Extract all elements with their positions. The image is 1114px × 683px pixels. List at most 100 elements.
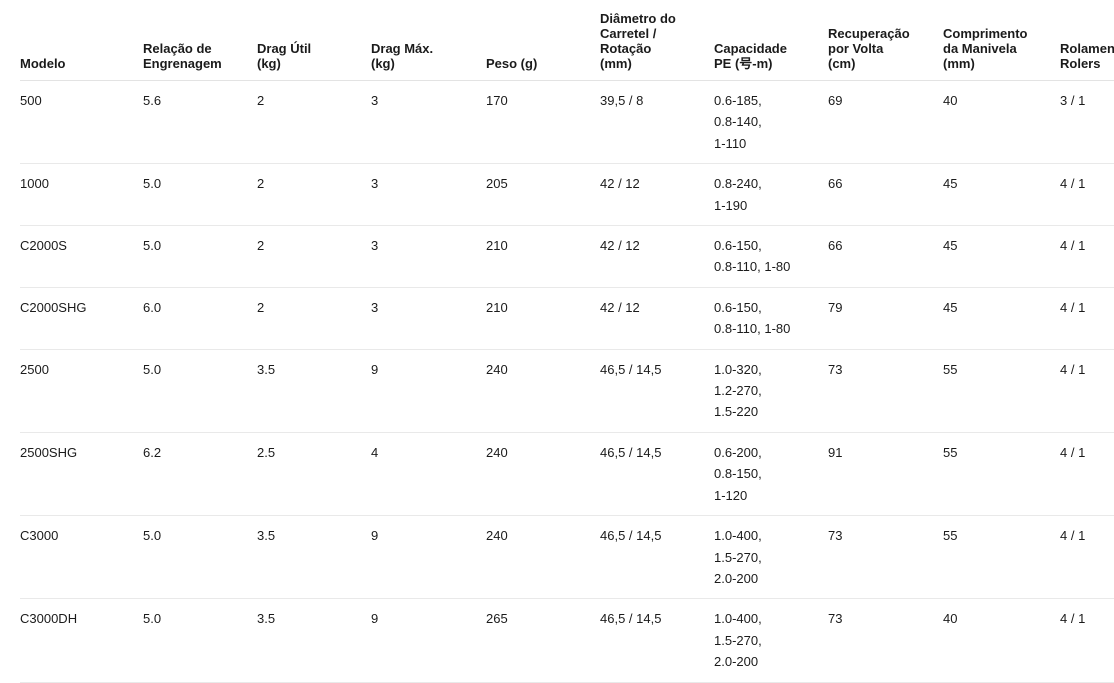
cell-capacidade-pe: 1.0-400, 1.5-270, 2.0-200 xyxy=(714,528,762,586)
cell-drag-util: 3.5 xyxy=(257,611,276,627)
cell-modelo: C3000 xyxy=(20,528,59,544)
cell-capacidade-pe: 0.6-150, 0.8-110, 1-80 xyxy=(714,299,791,337)
column-header-modelo: Modelo xyxy=(20,56,66,71)
column-header-rolamentos-rolers: Rolamentos Rolers xyxy=(1060,41,1114,71)
cell-modelo: 1000 xyxy=(20,176,49,192)
cell-relacao-engrenagem: 5.0 xyxy=(143,361,162,377)
cell-rolamentos-rolers: 4 / 1 xyxy=(1060,361,1086,377)
cell-recuperacao-por-volta: 69 xyxy=(828,93,843,108)
table-row: C3000 5.0 3.5 9 240 46,5 / 14,5 1.0-400, 1.5-2… xyxy=(20,516,1114,600)
cell-rolamentos-rolers: 4 / 1 xyxy=(1060,238,1086,254)
cell-rolamentos-rolers: 3 / 1 xyxy=(1060,93,1086,108)
cell-rolamentos-rolers: 4 / 1 xyxy=(1060,611,1086,627)
table-row: 1000 5.0 2 3 205 42 / 12 0.8-240, 1-190 66 45 4 /… xyxy=(20,164,1114,227)
cell-drag-max: 3 xyxy=(371,176,379,192)
cell-relacao-engrenagem: 5.0 xyxy=(143,528,162,544)
cell-comprimento-manivela: 40 xyxy=(943,611,958,627)
cell-diametro-carretel: 39,5 / 8 xyxy=(600,93,644,108)
cell-peso: 210 xyxy=(486,238,508,254)
cell-relacao-engrenagem: 5.0 xyxy=(143,611,162,627)
cell-peso: 240 xyxy=(486,528,508,544)
cell-diametro-carretel: 46,5 / 14,5 xyxy=(600,361,662,377)
cell-drag-util: 2 xyxy=(257,176,265,192)
cell-drag-max: 9 xyxy=(371,361,379,377)
cell-recuperacao-por-volta: 73 xyxy=(828,528,843,544)
cell-modelo: C3000DH xyxy=(20,611,78,627)
cell-relacao-engrenagem: 6.0 xyxy=(143,299,162,315)
cell-recuperacao-por-volta: 79 xyxy=(828,299,843,315)
cell-relacao-engrenagem: 5.0 xyxy=(143,238,162,254)
cell-diametro-carretel: 42 / 12 xyxy=(600,238,640,254)
cell-recuperacao-por-volta: 73 xyxy=(828,611,843,627)
cell-comprimento-manivela: 55 xyxy=(943,528,958,544)
cell-capacidade-pe: 0.6-200, 0.8-150, 1-120 xyxy=(714,444,762,503)
cell-drag-util: 3.5 xyxy=(257,361,276,377)
cell-peso: 205 xyxy=(486,176,508,192)
cell-diametro-carretel: 42 / 12 xyxy=(600,176,640,192)
cell-drag-max: 9 xyxy=(371,528,379,544)
cell-recuperacao-por-volta: 91 xyxy=(828,444,843,460)
column-header-peso: Peso (g) xyxy=(486,56,538,71)
cell-recuperacao-por-volta: 66 xyxy=(828,238,843,254)
column-header-relacao-engrenagem: Relação de Engrenagem xyxy=(143,41,222,71)
column-header-diametro-carretel: Diâmetro do Carretel / Rotação (mm) xyxy=(600,11,676,71)
cell-drag-util: 2.5 xyxy=(257,444,276,460)
column-header-recuperacao-por-volta: Recuperação por Volta (cm) xyxy=(828,26,910,71)
cell-comprimento-manivela: 55 xyxy=(943,361,958,377)
cell-comprimento-manivela: 55 xyxy=(943,444,958,460)
table-row: C3000DH 5.0 3.5 9 265 46,5 / 14,5 1.0-400, 1.5… xyxy=(20,599,1114,683)
table-header-row: Modelo Relação de Engrenagem Drag Útil (kg… xyxy=(20,0,1114,81)
cell-drag-max: 3 xyxy=(371,299,379,315)
cell-drag-max: 4 xyxy=(371,444,379,460)
cell-capacidade-pe: 0.6-150, 0.8-110, 1-80 xyxy=(714,238,791,275)
cell-relacao-engrenagem: 5.0 xyxy=(143,176,162,192)
cell-comprimento-manivela: 45 xyxy=(943,299,958,315)
cell-rolamentos-rolers: 4 / 1 xyxy=(1060,444,1086,460)
cell-drag-util: 2 xyxy=(257,238,265,254)
cell-capacidade-pe: 0.8-240, 1-190 xyxy=(714,176,762,213)
cell-relacao-engrenagem: 6.2 xyxy=(143,444,162,460)
cell-drag-max: 3 xyxy=(371,238,379,254)
table-body: 500 5.6 2 3 170 39,5 / 8 0.6-185, 0.8-140, 1-1… xyxy=(0,81,1114,683)
cell-drag-max: 9 xyxy=(371,611,379,627)
cell-capacidade-pe: 1.0-320, 1.2-270, 1.5-220 xyxy=(714,361,762,420)
table-row: 2500SHG 6.2 2.5 4 240 46,5 / 14,5 0.6-200, 0.8… xyxy=(20,433,1114,517)
cell-modelo: 2500SHG xyxy=(20,444,78,460)
cell-modelo: 500 xyxy=(20,93,42,108)
cell-comprimento-manivela: 45 xyxy=(943,176,958,192)
cell-rolamentos-rolers: 4 / 1 xyxy=(1060,528,1086,544)
cell-peso: 265 xyxy=(486,611,508,627)
cell-rolamentos-rolers: 4 / 1 xyxy=(1060,299,1086,315)
cell-diametro-carretel: 42 / 12 xyxy=(600,299,640,315)
column-header-drag-util: Drag Útil (kg) xyxy=(257,41,312,71)
column-header-capacidade-pe: Capacidade PE (号-m) xyxy=(714,41,787,71)
cell-diametro-carretel: 46,5 / 14,5 xyxy=(600,528,662,544)
cell-peso: 240 xyxy=(486,444,508,460)
cell-modelo: C2000SHG xyxy=(20,299,87,315)
cell-drag-util: 2 xyxy=(257,93,265,108)
cell-peso: 240 xyxy=(486,361,508,377)
cell-diametro-carretel: 46,5 / 14,5 xyxy=(600,611,662,627)
cell-recuperacao-por-volta: 66 xyxy=(828,176,843,192)
cell-modelo: 2500 xyxy=(20,361,49,377)
cell-peso: 210 xyxy=(486,299,508,315)
column-header-drag-max: Drag Máx. (kg) xyxy=(371,41,434,71)
cell-rolamentos-rolers: 4 / 1 xyxy=(1060,176,1086,192)
table-row: C2000SHG 6.0 2 3 210 42 / 12 0.6-150, 0.8-110,… xyxy=(20,288,1114,350)
column-header-comprimento-manivela: Comprimento da Manivela (mm) xyxy=(943,26,1028,71)
cell-recuperacao-por-volta: 73 xyxy=(828,361,843,377)
cell-peso: 170 xyxy=(486,93,508,108)
cell-capacidade-pe: 1.0-400, 1.5-270, 2.0-200 xyxy=(714,611,762,670)
cell-drag-max: 3 xyxy=(371,93,379,108)
cell-capacidade-pe: 0.6-185, 0.8-140, 1-110 xyxy=(714,93,762,151)
cell-comprimento-manivela: 40 xyxy=(943,93,958,108)
cell-relacao-engrenagem: 5.6 xyxy=(143,93,162,108)
cell-diametro-carretel: 46,5 / 14,5 xyxy=(600,444,662,460)
cell-comprimento-manivela: 45 xyxy=(943,238,958,254)
table-row: C2000S 5.0 2 3 210 42 / 12 0.6-150, 0.8-110, 1… xyxy=(20,226,1114,288)
cell-modelo: C2000S xyxy=(20,238,67,254)
table-row: 500 5.6 2 3 170 39,5 / 8 0.6-185, 0.8-140, 1-1… xyxy=(20,81,1114,165)
table-row: 2500 5.0 3.5 9 240 46,5 / 14,5 1.0-320, 1.2-27… xyxy=(20,350,1114,433)
